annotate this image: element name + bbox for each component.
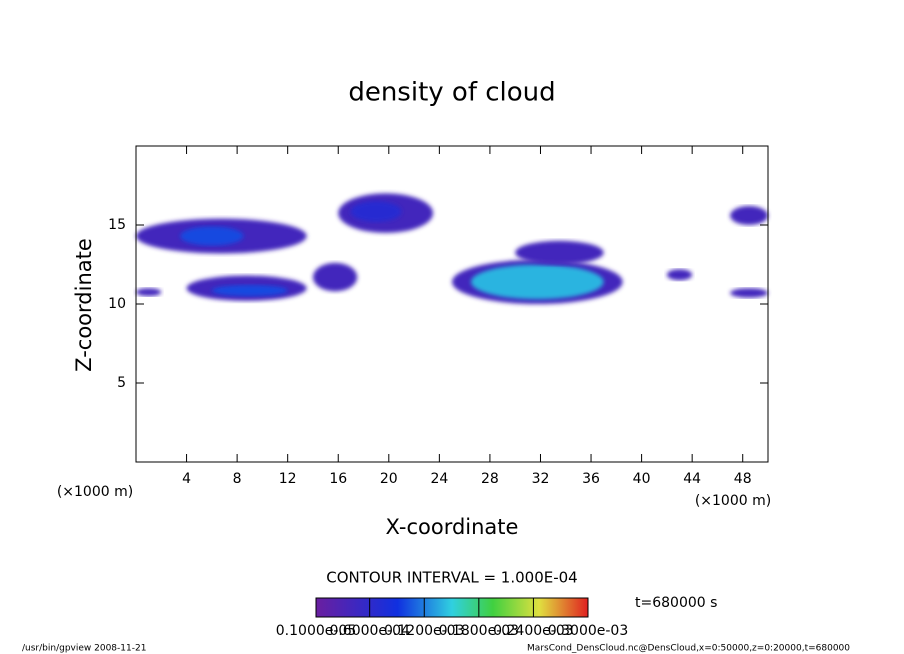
cloud-region <box>730 206 768 225</box>
colorbar-tick-label: 0.6000e-04 <box>329 623 410 639</box>
contour-interval: CONTOUR INTERVAL = 1.000E-04 <box>326 569 577 587</box>
x-tick-label: 16 <box>329 471 347 487</box>
x-unit: (×1000 m) <box>695 493 771 509</box>
colorbar <box>315 597 589 618</box>
x-tick-label: 20 <box>380 471 398 487</box>
colorbar-tick-label: 0.3000e-03 <box>548 623 628 639</box>
footer-left: /usr/bin/gpview 2008-11-21 <box>22 644 146 654</box>
x-tick-label: 12 <box>279 471 297 487</box>
colorbar-tick-label: 0.1200e-03 <box>384 623 464 639</box>
colorbar-tick-label: 0.1000e-05 <box>276 623 356 639</box>
x-tick-label: 48 <box>734 471 752 487</box>
chart-title: density of cloud <box>348 78 555 108</box>
y-tick-label: 10 <box>108 296 126 312</box>
y-tick-label: 5 <box>117 375 126 391</box>
colorbar-tick-label: 0.1800e-03 <box>439 623 519 639</box>
cloud-region <box>470 264 604 300</box>
y-axis-label: Z-coordinate <box>72 238 96 372</box>
x-tick-label: 32 <box>532 471 550 487</box>
cloud-region <box>180 226 244 246</box>
x-axis-label: X-coordinate <box>386 515 519 539</box>
x-tick-label: 4 <box>182 471 191 487</box>
x-tick-label: 24 <box>430 471 448 487</box>
cloud-region <box>136 288 162 297</box>
x-tick-label: 8 <box>233 471 242 487</box>
cloud-region <box>211 285 288 297</box>
cloud-region <box>666 269 693 281</box>
x-tick-label: 44 <box>683 471 701 487</box>
plot-frame <box>135 145 769 463</box>
cloud-region <box>515 240 604 265</box>
time-label: t=680000 s <box>635 595 717 611</box>
cloud-region <box>350 201 402 222</box>
cloud-region <box>730 288 768 298</box>
x-unit: (×1000 m) <box>57 484 133 500</box>
cloud-region <box>312 262 358 292</box>
colorbar-tick-label: 0.2400e-03 <box>493 623 573 639</box>
footer-right: MarsCond_DensCloud.nc@DensCloud,x=0:5000… <box>527 644 850 654</box>
x-tick-label: 28 <box>481 471 499 487</box>
y-tick-label: 15 <box>108 217 126 233</box>
x-tick-label: 40 <box>633 471 651 487</box>
x-tick-label: 36 <box>582 471 600 487</box>
